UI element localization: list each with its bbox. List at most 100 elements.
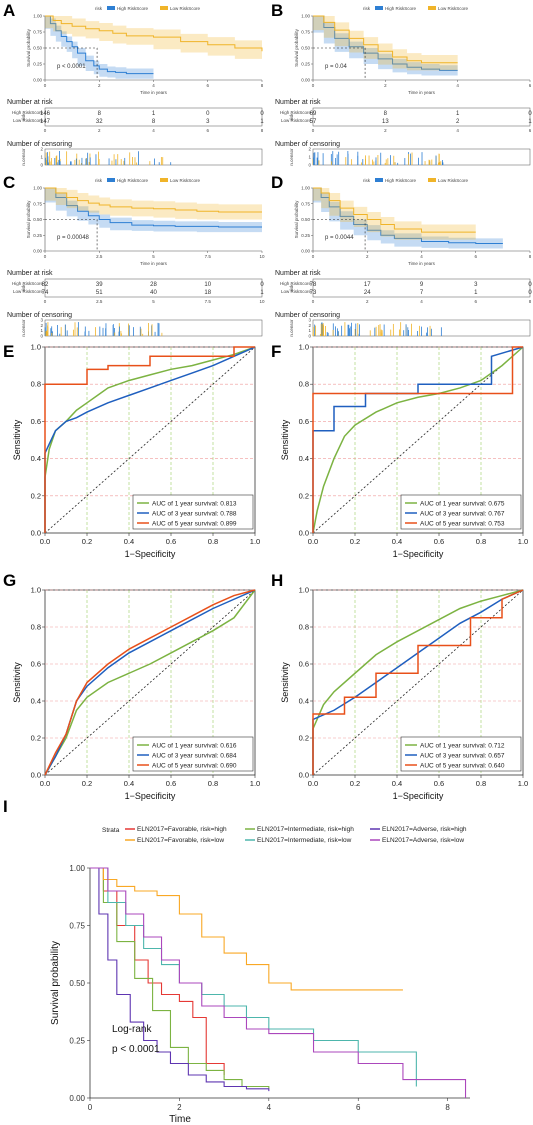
- panel-label-c: C: [3, 173, 15, 192]
- risk-row-label-low: Low RiskScore: [281, 118, 312, 123]
- strata-legend-label: ELN2017=Intermediate, risk=low: [257, 837, 352, 844]
- y-tick-label: 0.8: [299, 623, 309, 632]
- x-tick-label: 0.6: [434, 779, 444, 788]
- x-tick-label: 6: [356, 1103, 361, 1112]
- x-tick-label: 0.8: [476, 779, 486, 788]
- x-tick-label: 2.5: [96, 254, 103, 259]
- x-axis-title: 1−Specificity: [393, 549, 444, 559]
- risk-count-high: 3: [474, 282, 478, 288]
- censor-y-tick: 1: [40, 328, 43, 333]
- risk-table-title: Number at risk: [275, 99, 321, 106]
- x-tick-label: 0.0: [40, 537, 50, 546]
- ci-band-high: [313, 16, 458, 76]
- risk-count-high: 28: [150, 282, 157, 288]
- censor-frame: [312, 148, 531, 166]
- y-axis-title: Survival probability: [50, 941, 61, 1025]
- x-tick-label: 1.0: [250, 537, 260, 546]
- x-axis-title: Time in years: [408, 90, 436, 95]
- risk-x-tick: 4: [456, 128, 459, 133]
- risk-count-high: 9: [420, 282, 424, 288]
- x-tick-label: 0: [44, 83, 47, 88]
- strata-title: Strata: [102, 827, 120, 834]
- strata-curve-4: [90, 867, 403, 991]
- x-tick-label: 0.6: [434, 537, 444, 546]
- risk-table-title: Number at risk: [275, 270, 321, 277]
- strata-legend-label: ELN2017=Intermediate, risk=high: [257, 826, 354, 833]
- risk-count-low: 1: [474, 290, 478, 296]
- roc-curve-3: [312, 589, 524, 775]
- risk-count-low: 24: [364, 290, 371, 296]
- risk-count-low: 1: [260, 290, 264, 296]
- x-axis-title: Time: [169, 1114, 191, 1125]
- x-tick-label: 4: [420, 254, 423, 259]
- y-tick-label: 0.2: [299, 734, 309, 743]
- y-axis-title: Survival probability: [26, 28, 31, 67]
- x-tick-label: 0.8: [476, 537, 486, 546]
- x-tick-label: 4: [152, 83, 155, 88]
- y-tick-label: 0.0: [31, 771, 41, 780]
- legend-entry-2: AUC of 3 year survival: 0.684: [152, 753, 237, 760]
- legend-box: [400, 494, 522, 530]
- censor-axis-label: n.censor: [21, 148, 26, 166]
- legend-swatch-high: [375, 6, 383, 10]
- logrank-pvalue: p < 0.0001: [112, 1044, 160, 1055]
- risk-table-title: Number at risk: [7, 99, 53, 106]
- legend-entry-2: AUC of 3 year survival: 0.767: [420, 511, 505, 518]
- risk-count-low: 57: [310, 119, 317, 125]
- risk-count-high: 0: [528, 282, 532, 288]
- risk-count-high: 39: [96, 282, 103, 288]
- panel-label-e: E: [3, 342, 14, 361]
- y-tick-label: 1.00: [69, 864, 85, 873]
- km-curve-low: [45, 187, 262, 213]
- strata-legend-label: ELN2017=Adverse, risk=high: [382, 826, 467, 833]
- y-tick-label: 0.2: [299, 491, 309, 500]
- risk-count-low: 74: [42, 290, 49, 296]
- p-value: p = 0.04: [325, 64, 348, 70]
- censor-y-tick: 1: [308, 328, 311, 333]
- legend-label-low: Low RiskScore: [170, 6, 201, 11]
- km-curve-high: [313, 187, 503, 244]
- risk-count-high: 82: [42, 282, 49, 288]
- y-tick-label: 0.8: [31, 380, 41, 389]
- risk-axis-label: risk: [289, 284, 294, 292]
- risk-row-label-high: High RiskScore: [12, 110, 44, 115]
- risk-x-tick: 2: [384, 128, 387, 133]
- legend-label-high: High RiskScore: [117, 6, 149, 11]
- risk-x-tick: 0: [44, 128, 47, 133]
- panel-label-f: F: [271, 342, 281, 361]
- y-tick-label: 0.75: [33, 30, 42, 35]
- strata-legend-label: ELN2017=Favorable, risk=high: [137, 826, 227, 833]
- legend-swatch-low: [160, 178, 168, 182]
- y-tick-label: 0.25: [301, 62, 310, 67]
- censor-y-tick: 0: [308, 163, 311, 168]
- y-tick-label: 0.50: [301, 217, 310, 222]
- legend-swatch-low: [428, 6, 436, 10]
- km-curve-high: [45, 187, 262, 228]
- risk-x-tick: 4: [420, 299, 423, 304]
- risk-x-tick: 2.5: [96, 299, 103, 304]
- y-tick-label: 0.25: [69, 1037, 85, 1046]
- y-tick-label: 0.6: [299, 417, 309, 426]
- x-axis-title: 1−Specificity: [393, 791, 444, 801]
- y-tick-label: 0.50: [301, 46, 310, 51]
- x-tick-label: 0.4: [392, 779, 402, 788]
- diagonal-reference: [312, 589, 524, 776]
- legend-box: [400, 736, 522, 772]
- censor-axis-label: n.censor: [21, 319, 26, 337]
- risk-row-label-high: High RiskScore: [12, 281, 44, 286]
- y-axis-title: Survival probability: [294, 200, 299, 239]
- median-line: [313, 47, 366, 80]
- risk-x-tick: 6: [206, 128, 209, 133]
- x-tick-label: 6: [529, 83, 532, 88]
- y-axis-title: Sensitivity: [12, 419, 22, 460]
- legend-entry-2: AUC of 3 year survival: 0.657: [420, 753, 505, 760]
- x-tick-label: 1.0: [518, 779, 528, 788]
- risk-x-tick: 10: [259, 299, 265, 304]
- risk-count-low: 2: [456, 119, 460, 125]
- risk-count-low: 7: [420, 290, 424, 296]
- x-tick-label: 6: [474, 254, 477, 259]
- y-axis-title: Sensitivity: [280, 662, 290, 703]
- y-tick-label: 0.0: [299, 771, 309, 780]
- x-tick-label: 5: [152, 254, 155, 259]
- risk-x-tick: 5: [152, 299, 155, 304]
